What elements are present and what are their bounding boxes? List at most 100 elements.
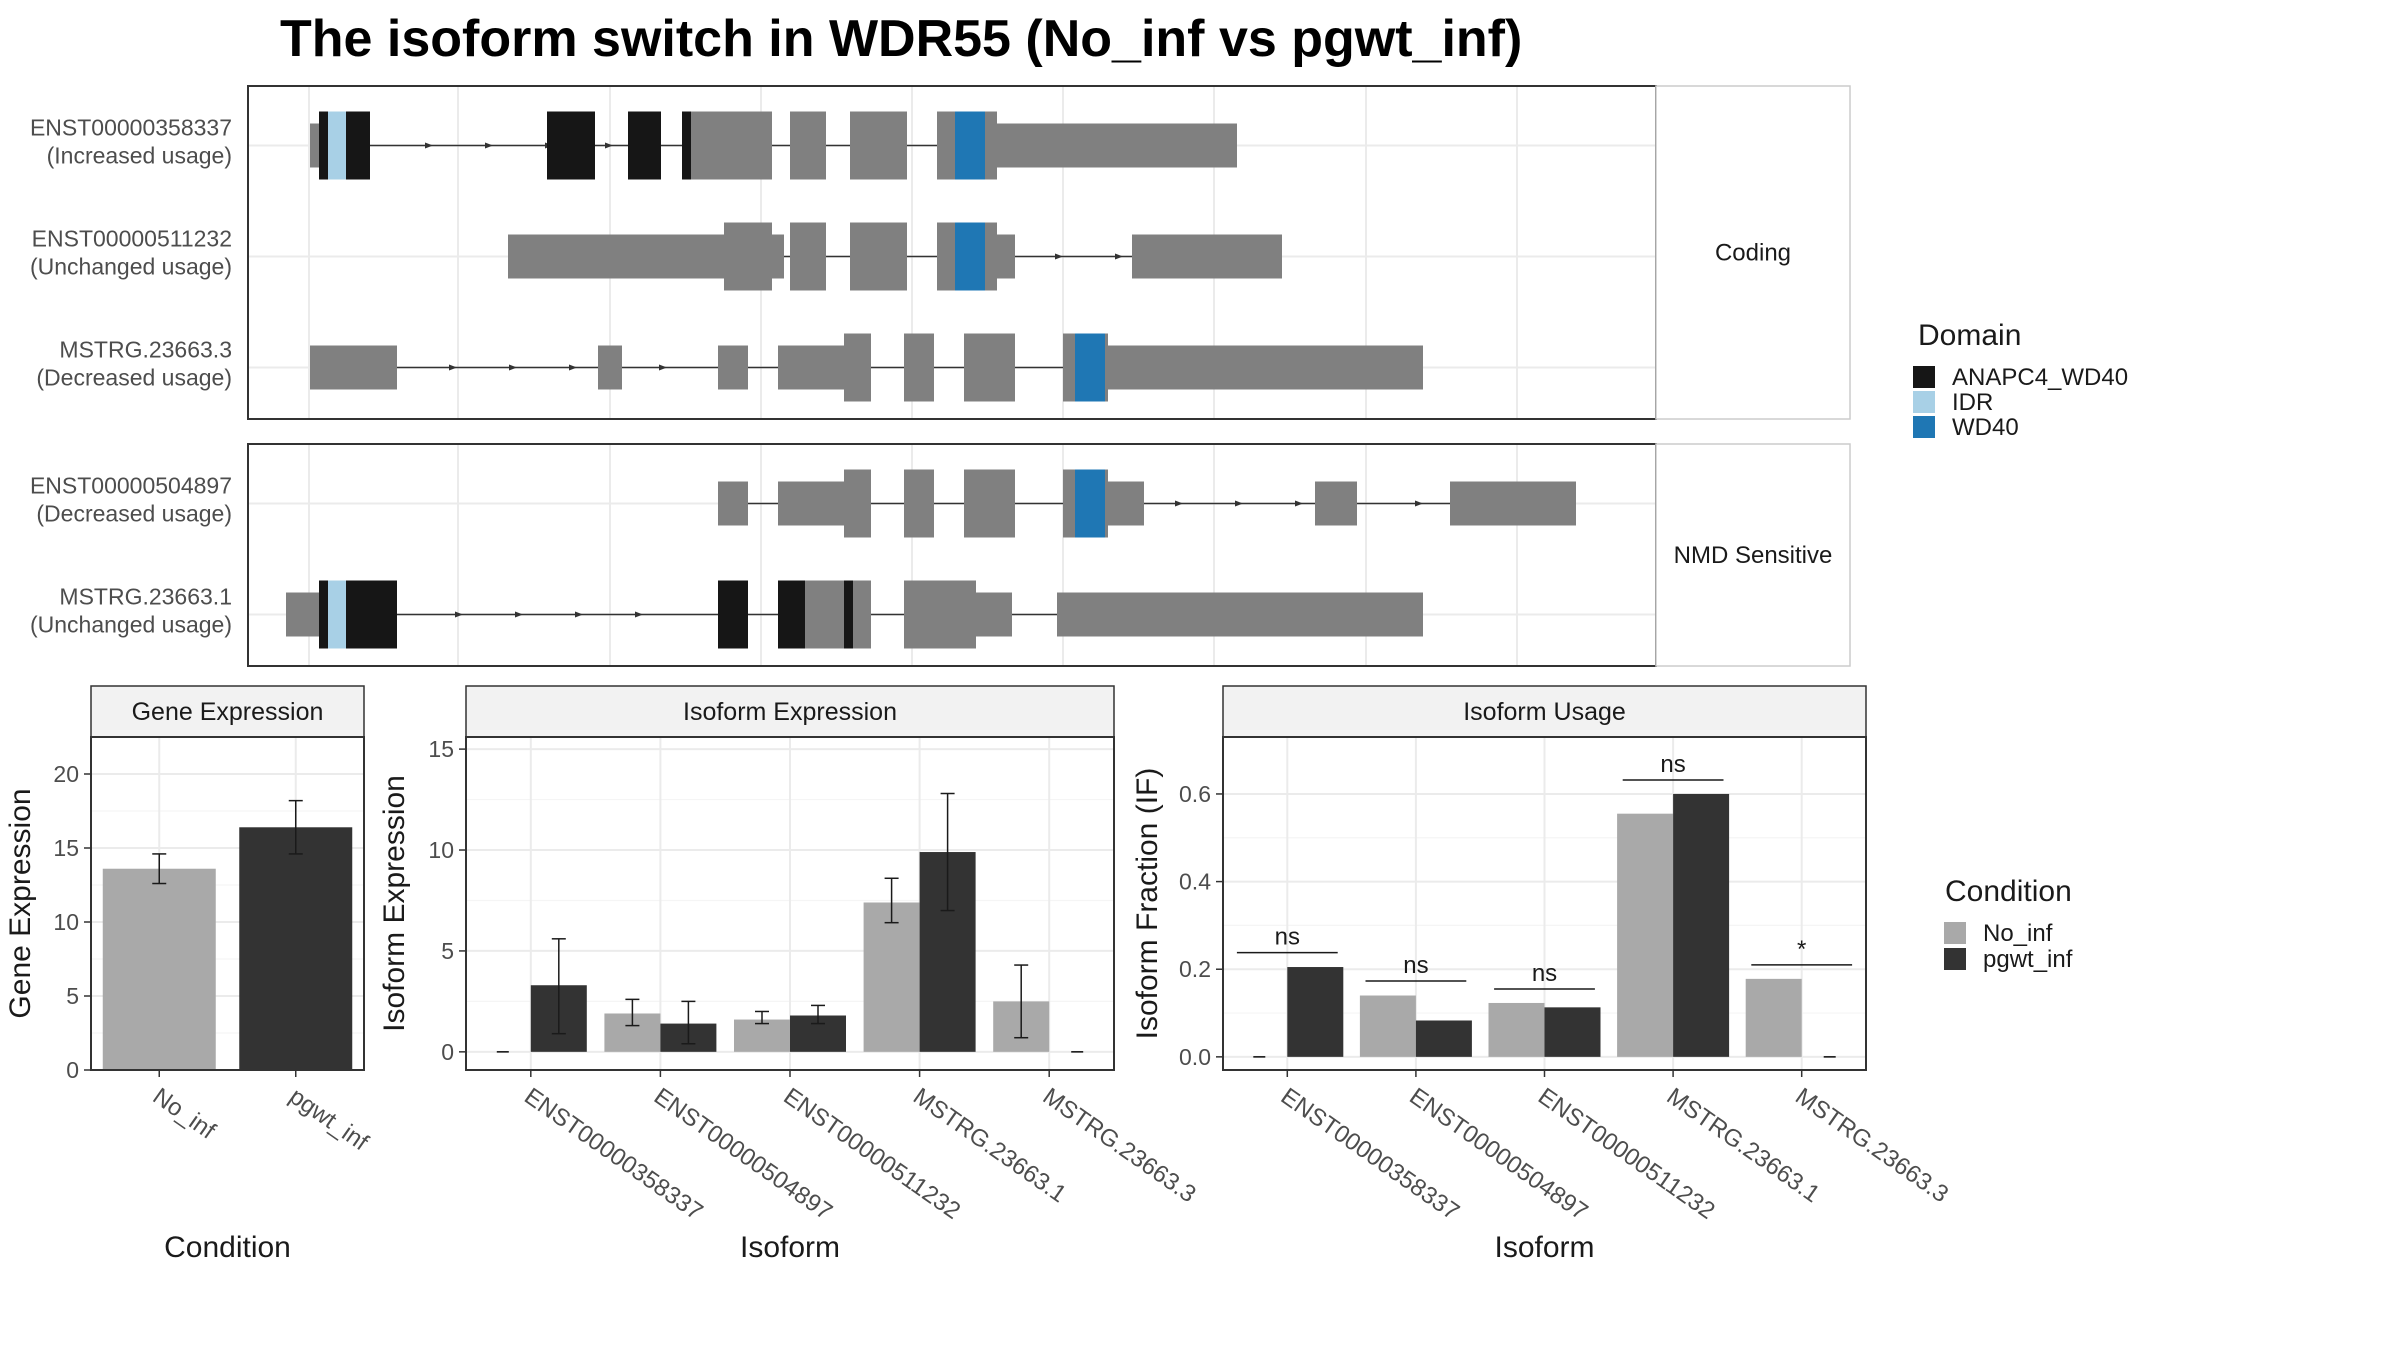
bar <box>1745 978 1802 1057</box>
strand-arrow <box>455 611 463 618</box>
significance-label: * <box>1797 936 1806 963</box>
exon-block <box>790 222 826 291</box>
isoform-track: ENST00000511232(Unchanged usage) <box>30 222 1282 291</box>
chart-strip <box>90 685 365 738</box>
legend-label: WD40 <box>1952 414 2019 441</box>
exon-block <box>1132 234 1282 279</box>
legend-swatch <box>1944 948 1966 970</box>
exon-block <box>850 222 907 291</box>
y-tick-label: 0 <box>441 1039 454 1065</box>
bar <box>1617 813 1674 1057</box>
significance-label: ns <box>1403 952 1428 979</box>
domain-block-anapc4-wd40 <box>353 111 370 180</box>
exon-block <box>844 333 871 402</box>
exon-block <box>976 592 1012 637</box>
legend-swatch <box>1913 366 1935 388</box>
strand-arrow <box>1235 500 1243 507</box>
strand-arrow <box>425 142 433 149</box>
domain-block-anapc4-wd40 <box>682 111 691 180</box>
y-tick-label: 5 <box>66 983 79 1009</box>
exon-block <box>1315 481 1357 526</box>
chart-strip <box>465 685 1115 738</box>
figure-title: The isoform switch in WDR55 (No_inf vs p… <box>280 10 1522 68</box>
significance-label: ns <box>1532 960 1557 987</box>
exon-block <box>805 481 844 526</box>
strand-arrow <box>575 611 583 618</box>
domain-block-wd40 <box>1075 333 1105 402</box>
exon-block <box>286 592 319 637</box>
isoform-track: MSTRG.23663.3(Decreased usage) <box>36 333 1423 402</box>
y-tick-label: 10 <box>428 837 454 863</box>
exon-block <box>598 345 622 390</box>
domain-block-wd40 <box>955 111 985 180</box>
strand-arrow <box>659 364 667 371</box>
exon-block <box>964 469 1015 538</box>
bar <box>1673 793 1730 1057</box>
legend-label: ANAPC4_WD40 <box>1952 364 2128 391</box>
isoform-usage-label: (Decreased usage) <box>36 365 232 391</box>
bar <box>1359 995 1416 1057</box>
legend-title: Condition <box>1945 875 2072 908</box>
y-tick-label: 0 <box>66 1057 79 1083</box>
y-tick-label: 15 <box>428 736 454 762</box>
domain-block-anapc4-wd40 <box>346 580 354 649</box>
group-label: NMD Sensitive <box>1674 542 1833 569</box>
domain-block-wd40 <box>955 222 985 291</box>
y-tick-label: 0.0 <box>1179 1044 1211 1070</box>
domain-block-anapc4-wd40 <box>718 580 748 649</box>
domain-block-anapc4-wd40 <box>778 580 805 649</box>
bar <box>102 868 216 1070</box>
exon-block <box>844 469 871 538</box>
exon-block <box>904 333 934 402</box>
isoform-expression-chart: Isoform Expression051015ENST00000358337E… <box>378 685 1201 1264</box>
significance-label: ns <box>1275 924 1300 951</box>
isoform-id-label: MSTRG.23663.3 <box>59 337 232 363</box>
strand-arrow <box>509 364 517 371</box>
chart-title: Gene Expression <box>132 698 324 726</box>
bar <box>863 902 920 1052</box>
y-tick-label: 0.4 <box>1179 869 1211 895</box>
exon-block <box>682 234 724 279</box>
exon-block <box>1450 481 1576 526</box>
legend-title: Domain <box>1918 319 2021 352</box>
y-tick-label: 0.6 <box>1179 781 1211 807</box>
isoform-usage-label: (Unchanged usage) <box>30 254 232 280</box>
chart-title: Isoform Expression <box>683 698 897 726</box>
isoform-track: MSTRG.23663.1(Unchanged usage) <box>30 580 1423 649</box>
bar <box>1287 967 1344 1057</box>
y-tick-label: 10 <box>53 909 79 935</box>
exon-block <box>850 111 907 180</box>
exon-block <box>682 111 772 180</box>
strand-arrow <box>1175 500 1183 507</box>
x-axis-title: Isoform <box>1494 1231 1594 1264</box>
domain-block-anapc4-wd40 <box>844 580 853 649</box>
strand-arrow <box>449 364 457 371</box>
strand-arrow <box>1055 253 1063 260</box>
legend-label: pgwt_inf <box>1983 946 2073 973</box>
exon-block <box>997 234 1015 279</box>
significance-label: ns <box>1660 751 1685 778</box>
isoform-id-label: MSTRG.23663.1 <box>59 584 232 610</box>
exon-block <box>964 333 1015 402</box>
isoform-track: ENST00000504897(Decreased usage) <box>30 469 1576 538</box>
strand-arrow <box>1115 253 1123 260</box>
exon-block <box>1108 481 1144 526</box>
exon-block <box>310 345 397 390</box>
strand-arrow <box>485 142 493 149</box>
exon-block <box>805 580 871 649</box>
structure-group: NMD Sensitive ENST00000504897(Decreased u… <box>30 443 1851 667</box>
exon-block <box>1057 592 1423 637</box>
exon-block <box>778 481 805 526</box>
isoform-id-label: ENST00000358337 <box>30 115 232 141</box>
exon-block <box>904 580 976 649</box>
y-tick-label: 20 <box>53 761 79 787</box>
legend-swatch <box>1913 391 1935 413</box>
y-tick-label: 0.2 <box>1179 956 1211 982</box>
isoform-track: ENST00000358337(Increased usage) <box>30 111 1237 180</box>
plot-border <box>90 736 365 1071</box>
